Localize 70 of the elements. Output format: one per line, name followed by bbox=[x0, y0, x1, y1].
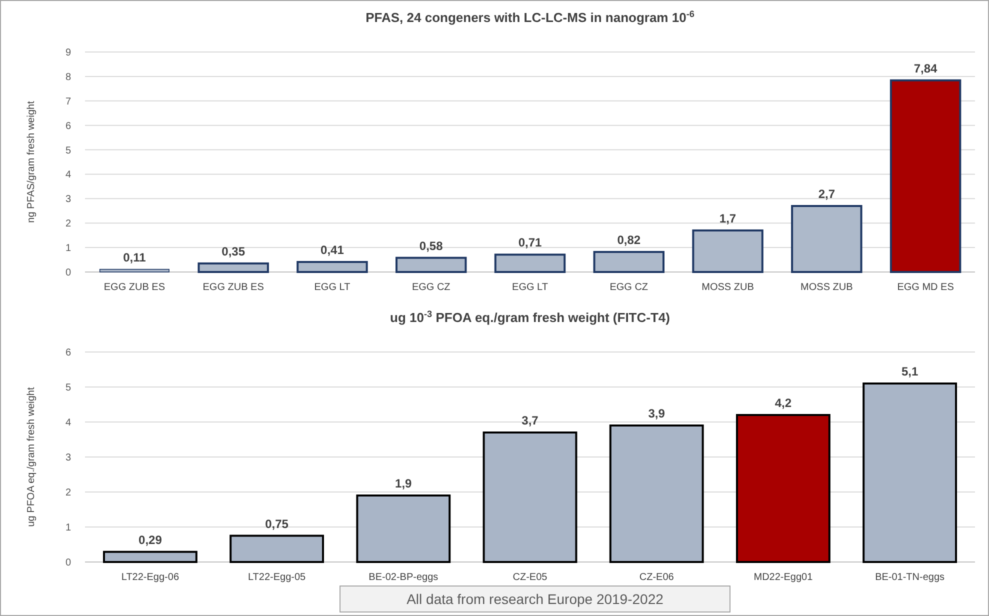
data-label: 3,7 bbox=[522, 414, 539, 428]
x-tick-label: LT22-Egg-05 bbox=[248, 572, 306, 583]
x-tick-label: EGG MD ES bbox=[897, 282, 954, 293]
x-tick-label: EGG CZ bbox=[412, 282, 450, 293]
y-axis-title: ug PFOA eq./gram fresh weight bbox=[26, 387, 37, 527]
x-tick-label: EGG ZUB ES bbox=[202, 282, 264, 293]
bar bbox=[356, 494, 451, 563]
y-tick-label: 7 bbox=[65, 96, 72, 108]
y-tick-label: 6 bbox=[65, 348, 72, 358]
bar bbox=[99, 268, 170, 272]
x-tick-label: MOSS ZUB bbox=[702, 282, 754, 293]
bar bbox=[736, 414, 830, 563]
y-tick-label: 3 bbox=[65, 452, 72, 464]
y-tick-label: 4 bbox=[65, 418, 72, 428]
bar bbox=[102, 550, 198, 563]
y-tick-label: 4 bbox=[65, 170, 72, 181]
bar bbox=[791, 205, 862, 273]
y-tick-label: 1 bbox=[65, 522, 72, 534]
bar bbox=[198, 262, 269, 273]
data-label: 7,84 bbox=[914, 61, 938, 76]
chart-title: PFAS, 24 congeners with LC-LC-MS in nanogram 10$^{-6}$ bbox=[366, 9, 694, 25]
bar bbox=[609, 424, 704, 563]
data-label: 1,7 bbox=[719, 211, 736, 226]
data-label: 0,75 bbox=[265, 516, 289, 531]
y-tick-label: 5 bbox=[65, 382, 72, 394]
data-label: 5,1 bbox=[901, 364, 918, 378]
x-tick-label: EGG ZUB ES bbox=[104, 282, 166, 293]
chart-title: ug 10$^{-3}$ PFOA eq./gram fresh weight (FITC-T4) bbox=[390, 309, 670, 325]
bar bbox=[862, 382, 958, 563]
x-tick-label: MOSS ZUB bbox=[800, 282, 854, 293]
x-tick-label: LT22-Egg-06 bbox=[121, 572, 180, 583]
x-tick-label: EGG LT bbox=[512, 282, 548, 293]
x-tick-label: CZ-E06 bbox=[639, 572, 674, 583]
data-label: 2,7 bbox=[818, 187, 836, 201]
data-label: 0,58 bbox=[419, 238, 444, 253]
data-label: 0,41 bbox=[320, 242, 344, 257]
data-label: 4,2 bbox=[774, 396, 792, 410]
y-tick-label: 1 bbox=[65, 243, 72, 254]
x-tick-label: EGG CZ bbox=[610, 282, 648, 293]
x-tick-label: BE-02-BP-eggs bbox=[368, 572, 438, 583]
y-tick-label: 2 bbox=[65, 488, 72, 498]
bar bbox=[296, 260, 368, 273]
y-tick-label: 2 bbox=[65, 218, 72, 230]
text: All data from research Europe 2019-2022 bbox=[406, 590, 664, 607]
y-tick-label: 5 bbox=[65, 145, 72, 156]
y-axis-title: ng PFAS/gram fresh weight bbox=[26, 100, 37, 223]
bar bbox=[890, 79, 962, 273]
x-tick-label: CZ-E05 bbox=[512, 572, 548, 583]
data-label: 1,9 bbox=[395, 476, 412, 490]
bar bbox=[396, 256, 467, 273]
data-label: 0,71 bbox=[518, 236, 542, 250]
y-tick-label: 0 bbox=[65, 268, 72, 278]
data-label: 3,9 bbox=[648, 406, 666, 420]
y-tick-label: 0 bbox=[65, 558, 72, 568]
bar bbox=[692, 229, 764, 273]
x-tick-label: BE-01-TN-eggs bbox=[875, 572, 945, 583]
bar bbox=[494, 254, 566, 273]
y-tick-label: 6 bbox=[65, 120, 72, 132]
y-tick-label: 3 bbox=[65, 194, 72, 206]
x-tick-label: EGG LT bbox=[314, 282, 350, 293]
y-tick-label: 9 bbox=[65, 48, 72, 58]
bar bbox=[482, 432, 578, 563]
y-tick-label: 8 bbox=[65, 72, 72, 83]
data-label: 0,11 bbox=[123, 250, 146, 264]
bar bbox=[230, 534, 324, 563]
x-tick-label: MD22-Egg01 bbox=[754, 572, 814, 583]
data-label: 0,29 bbox=[138, 532, 162, 547]
data-label: 0,82 bbox=[617, 232, 641, 247]
data-label: 0,35 bbox=[222, 244, 246, 258]
bar bbox=[593, 250, 664, 273]
